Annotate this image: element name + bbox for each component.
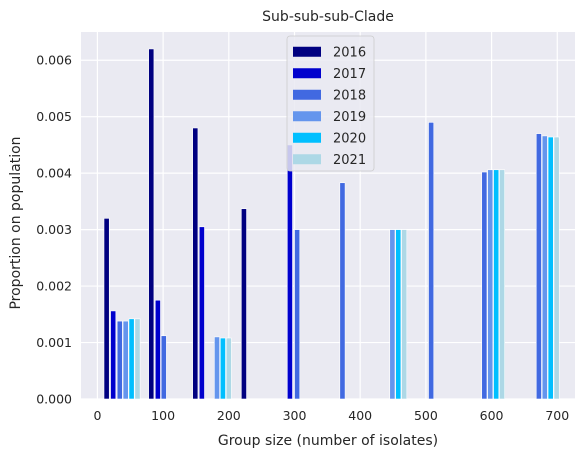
legend-label-2021: 2021 [333, 153, 366, 168]
y-tick-label: 0.002 [36, 279, 72, 294]
bar-2016-1 [148, 48, 155, 400]
bar-2020-0 [128, 318, 135, 400]
legend-swatch-2017 [293, 68, 321, 79]
legend: 2016 2017 2018 2019 2020 2021 [286, 35, 375, 172]
x-axis-label: Group size (number of isolates) [218, 433, 438, 449]
y-tick-labels: 0.000 0.001 0.002 0.003 0.004 0.005 0.006 [36, 53, 72, 407]
bar-2019-3 [487, 169, 494, 400]
legend-swatch-2020 [293, 132, 321, 143]
bars [103, 48, 560, 400]
legend-label-2019: 2019 [333, 110, 366, 125]
y-tick-label: 0.003 [36, 222, 72, 237]
x-tick-labels: 0 100 200 300 400 500 600 700 [93, 408, 569, 423]
bar-2018-1 [160, 335, 167, 400]
x-tick-label: 500 [414, 408, 438, 423]
legend-label-2020: 2020 [333, 131, 366, 146]
x-tick-label: 700 [545, 408, 569, 423]
bar-2017-3 [286, 144, 293, 400]
bar-2017-1 [154, 299, 161, 400]
legend-swatch-2016 [293, 46, 321, 57]
chart-title: Sub-sub-sub-Clade [262, 9, 394, 25]
legend-swatch-2018 [293, 89, 321, 100]
bar-2017-2 [198, 226, 205, 400]
bar-2016-0 [103, 218, 110, 400]
bar-2019-2 [389, 229, 396, 400]
bar-2019-4 [541, 135, 548, 400]
legend-label-2018: 2018 [333, 88, 366, 103]
y-tick-label: 0.004 [36, 166, 72, 181]
y-axis-label: Proportion on population [8, 136, 24, 309]
bar-2018-6 [535, 133, 542, 400]
bar-2020-3 [493, 169, 500, 400]
x-tick-label: 0 [93, 408, 101, 423]
y-tick-label: 0.000 [36, 392, 72, 407]
bar-2021-1 [225, 337, 232, 400]
bar-2019-1 [214, 336, 220, 400]
legend-swatch-2021 [293, 154, 321, 165]
y-tick-label: 0.005 [36, 109, 72, 124]
legend-label-2017: 2017 [333, 67, 366, 82]
y-tick-label: 0.006 [36, 53, 72, 68]
bar-2020-4 [547, 136, 554, 400]
x-tick-label: 100 [151, 408, 175, 423]
bar-2021-0 [134, 318, 141, 400]
bar-2020-1 [219, 337, 226, 400]
x-tick-label: 600 [480, 408, 504, 423]
bar-2020-2 [395, 229, 402, 400]
bar-2018-0 [116, 320, 123, 400]
bar-2018-3 [339, 182, 346, 400]
x-tick-label: 300 [283, 408, 307, 423]
bar-2018-2 [294, 229, 301, 400]
bar-2018-4 [428, 122, 435, 400]
bar-2021-4 [553, 136, 560, 400]
bar-2019-0 [122, 320, 129, 400]
bar-2017-0 [110, 310, 117, 400]
bar-2018-5 [481, 171, 488, 400]
bar-2016-3 [240, 208, 247, 400]
legend-swatch-2019 [293, 111, 321, 122]
bar-2021-3 [499, 169, 506, 400]
x-tick-label: 400 [348, 408, 372, 423]
bar-2021-2 [401, 229, 408, 400]
y-tick-label: 0.001 [36, 335, 72, 350]
bar-2016-2 [192, 127, 199, 400]
legend-label-2016: 2016 [333, 45, 366, 60]
x-tick-label: 200 [217, 408, 241, 423]
